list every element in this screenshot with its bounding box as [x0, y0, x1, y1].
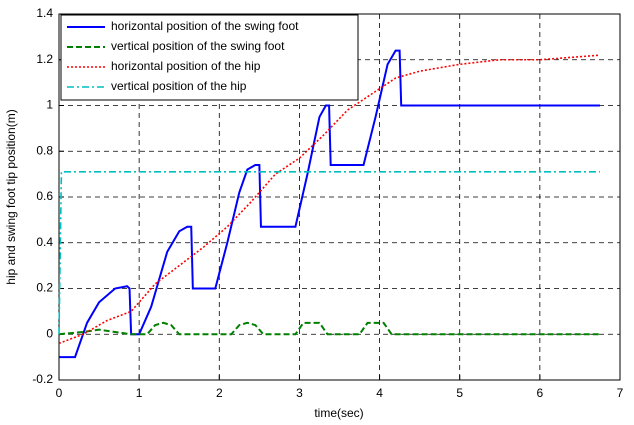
x-axis-label: time(sec) — [314, 406, 363, 420]
series-line — [58, 321, 600, 336]
y-tick-label: 0.8 — [36, 143, 53, 157]
series-line — [58, 171, 600, 335]
x-tick-label: 2 — [216, 386, 223, 400]
y-tick-label: 1.4 — [36, 6, 53, 20]
series-line — [59, 49, 600, 359]
y-tick-label: 0.6 — [36, 189, 53, 203]
y-tick-label: 1.2 — [36, 52, 53, 66]
legend-label: vertical position of the swing foot — [111, 39, 285, 53]
legend-label: horizontal position of the swing foot — [111, 19, 299, 33]
x-tick-label: 5 — [456, 386, 463, 400]
plot-frame — [58, 13, 621, 381]
y-tick-label: 0.4 — [36, 235, 53, 249]
legend: horizontal position of the swing foot ver… — [60, 14, 359, 101]
legend-label: vertical position of the hip — [111, 79, 247, 93]
y-tick-label: -0.2 — [32, 372, 53, 386]
y-tick-label: 0 — [46, 326, 53, 340]
x-tick-label: 4 — [376, 386, 383, 400]
x-tick-label: 0 — [56, 386, 63, 400]
legend-box — [60, 14, 359, 101]
x-tick-label: 7 — [617, 386, 624, 400]
series-line — [58, 54, 601, 345]
x-tick-label: 6 — [537, 386, 544, 400]
y-tick-label: 0.2 — [36, 281, 53, 295]
y-tick-label: 1 — [46, 98, 53, 112]
x-tick-label: 1 — [136, 386, 143, 400]
legend-label: horizontal position of the hip — [111, 59, 261, 73]
y-axis-label: hip and swing foot tip position(m) — [4, 109, 18, 284]
x-tick-label: 3 — [296, 386, 303, 400]
